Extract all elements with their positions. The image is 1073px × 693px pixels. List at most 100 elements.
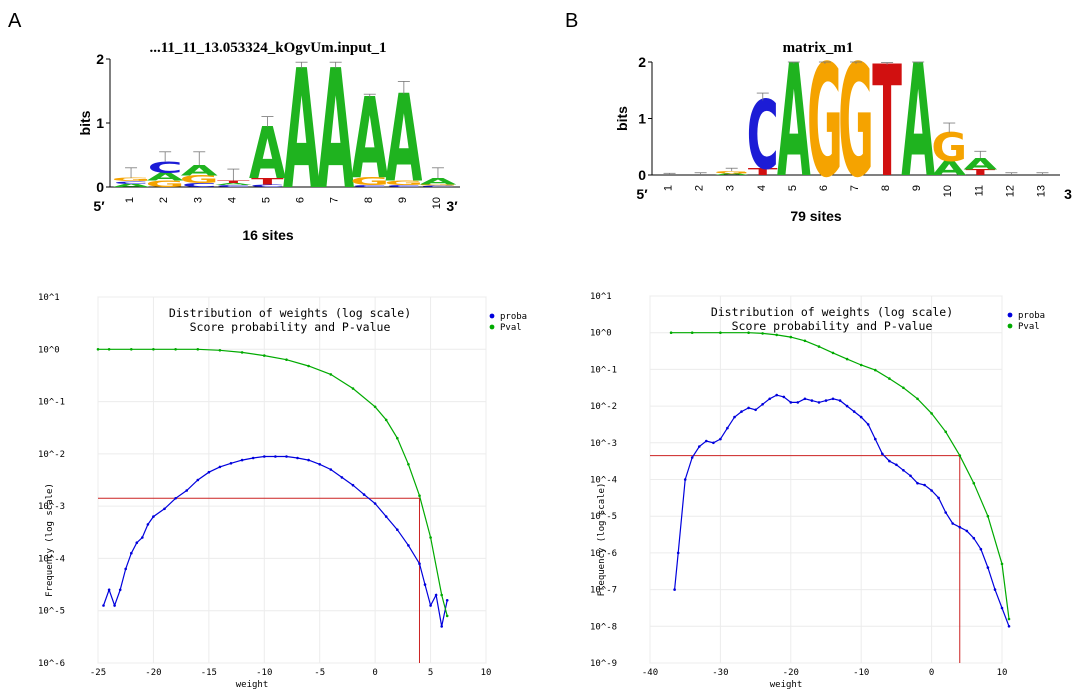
y-tick-label: 10^-2 bbox=[590, 402, 617, 412]
data-point-proba bbox=[761, 403, 764, 406]
data-point-pval bbox=[107, 348, 111, 351]
x-tick-label: -10 bbox=[256, 668, 272, 678]
logo-letter-c: C bbox=[114, 181, 149, 185]
logo-position-label: 7 bbox=[849, 185, 861, 191]
logo-5prime-label: 5′ bbox=[636, 186, 648, 202]
data-point-pval bbox=[761, 332, 764, 335]
data-point-proba bbox=[881, 452, 884, 456]
logo-position-label: 1 bbox=[124, 197, 136, 203]
data-point-proba bbox=[440, 625, 444, 628]
logo-letter-g: G bbox=[838, 32, 874, 212]
data-point-proba bbox=[130, 551, 133, 555]
x-tick-label: -10 bbox=[853, 668, 869, 678]
logo-title: ...11_11_13.053324_kOgvUm.input_1 bbox=[149, 40, 386, 56]
data-point-pval bbox=[859, 363, 863, 367]
logo-position-label: 9 bbox=[911, 185, 923, 191]
logo-3prime-label: 3′ bbox=[446, 198, 458, 214]
logo-position-label: 13 bbox=[1035, 185, 1047, 197]
logo-letter-a: A bbox=[932, 157, 966, 180]
data-point-pval bbox=[944, 430, 947, 434]
data-point-proba bbox=[705, 439, 708, 443]
logo-position-label: 2 bbox=[158, 197, 170, 203]
data-point-proba bbox=[972, 536, 976, 540]
y-tick-label: 10^-7 bbox=[590, 586, 617, 596]
y-tick-label: 10^1 bbox=[38, 293, 60, 303]
plot-frame bbox=[97, 296, 487, 664]
data-point-proba bbox=[747, 406, 750, 410]
data-point-pval bbox=[285, 358, 288, 362]
data-point-proba bbox=[423, 583, 427, 586]
data-point-pval bbox=[384, 418, 388, 422]
data-point-proba bbox=[152, 515, 155, 518]
data-point-pval bbox=[831, 351, 835, 355]
data-point-proba bbox=[888, 459, 891, 463]
series-line-proba bbox=[674, 394, 1010, 627]
y-tick-label: 10^-6 bbox=[590, 549, 617, 559]
data-point-proba bbox=[930, 489, 933, 492]
data-point-proba bbox=[690, 456, 694, 459]
y-tick-label: 10^1 bbox=[590, 292, 612, 302]
data-point-pval bbox=[986, 514, 990, 518]
data-point-proba bbox=[817, 401, 821, 404]
data-point-proba bbox=[174, 497, 177, 500]
data-point-proba bbox=[274, 455, 277, 458]
logo-y-axis-label: bits bbox=[614, 106, 630, 131]
logo-letter-g: G bbox=[350, 176, 389, 188]
legend-label-pval: Pval bbox=[500, 323, 522, 333]
weight-distribution-chart-a: 10^1 10^0 10^-1 10^-2 10^-3 10^-4 10^-5 10^-6 -2… bbox=[38, 293, 527, 690]
data-point-proba bbox=[218, 465, 222, 469]
data-point-pval bbox=[719, 331, 722, 335]
data-point-pval bbox=[874, 368, 877, 372]
data-point-proba bbox=[351, 483, 355, 487]
chart-subtitle: Score probability and P-value bbox=[732, 319, 933, 333]
data-point-pval bbox=[930, 412, 933, 415]
data-point-pval bbox=[307, 364, 310, 368]
legend-marker-pval bbox=[489, 324, 495, 330]
logo-letter-g: G bbox=[714, 170, 750, 174]
data-point-proba bbox=[429, 604, 432, 607]
logo-position-label: 2 bbox=[694, 185, 706, 191]
legend-label-proba: proba bbox=[500, 312, 527, 322]
x-tick-label: 0 bbox=[372, 668, 377, 678]
logo-letter-g: G bbox=[146, 179, 185, 189]
data-point-proba bbox=[124, 567, 127, 571]
data-point-pval bbox=[130, 348, 133, 351]
logo-y-tick-label: 1 bbox=[638, 111, 646, 127]
data-point-proba bbox=[1000, 606, 1004, 610]
logo-letter-g: G bbox=[111, 177, 150, 182]
y-tick-label: 10^-1 bbox=[590, 365, 617, 375]
data-point-proba bbox=[810, 399, 814, 402]
data-point-pval bbox=[902, 386, 905, 390]
logo-position-label: 3 bbox=[725, 185, 737, 191]
logo-letter-t: T bbox=[217, 180, 250, 184]
data-point-proba bbox=[107, 588, 111, 592]
x-tick-label: -20 bbox=[783, 668, 799, 678]
data-point-proba bbox=[185, 489, 188, 492]
x-tick-label: 10 bbox=[481, 668, 492, 678]
logo-position-label: 12 bbox=[1004, 185, 1016, 197]
threshold-line bbox=[98, 497, 420, 663]
x-tick-label: 10 bbox=[997, 668, 1008, 678]
logo-letter-c: C bbox=[352, 185, 387, 188]
logo-letter-a: A bbox=[901, 32, 935, 212]
data-point-pval bbox=[803, 339, 807, 343]
data-point-proba bbox=[909, 474, 912, 478]
logo-y-tick-label: 2 bbox=[638, 54, 646, 70]
y-axis-label: Frequency (log scale) bbox=[45, 483, 55, 597]
logo-position-label: 1 bbox=[663, 185, 675, 191]
logo-letter-t: T bbox=[965, 168, 996, 177]
data-point-proba bbox=[135, 541, 139, 544]
logo-position-label: 6 bbox=[818, 185, 830, 191]
data-point-proba bbox=[263, 455, 266, 458]
data-point-proba bbox=[102, 604, 105, 607]
logo-position-label: 4 bbox=[756, 185, 768, 191]
data-point-proba bbox=[965, 529, 969, 533]
series-line-proba bbox=[102, 455, 448, 627]
logo-letter-t: T bbox=[872, 34, 902, 212]
y-tick-label: 10^-2 bbox=[38, 450, 65, 460]
legend-marker-pval bbox=[1007, 323, 1013, 329]
logo-letter-c: C bbox=[216, 185, 251, 188]
data-point-proba bbox=[845, 404, 849, 408]
data-point-proba bbox=[796, 401, 800, 404]
